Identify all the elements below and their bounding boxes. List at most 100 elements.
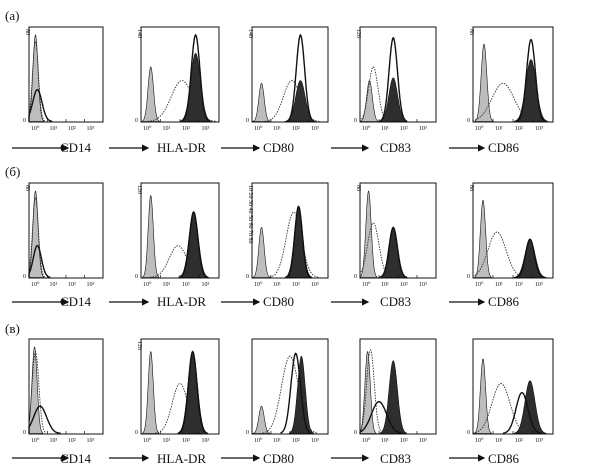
- x-tick-label: 10⁰: [31, 437, 40, 444]
- histogram-peak: [177, 351, 208, 434]
- x-tick-label: 10¹: [163, 438, 171, 444]
- marker-label-cd86: CD86: [488, 140, 520, 155]
- x-tick-label: 10²: [292, 126, 300, 132]
- histogram-peak: [285, 80, 316, 122]
- marker-label-hla-dr: HLA-DR: [157, 451, 207, 466]
- x-tick-label: 10²: [292, 438, 300, 444]
- x-tick-label: 10³: [419, 438, 427, 444]
- histogram-line: [280, 352, 312, 434]
- histogram-line: [178, 350, 207, 434]
- panel-label: (a): [5, 8, 20, 23]
- histogram-peak: [28, 190, 45, 278]
- x-tick-label: 10⁰: [31, 125, 40, 132]
- x-tick-label: 10²: [400, 282, 408, 288]
- histogram-line: [359, 66, 389, 122]
- histogram-peak: [252, 226, 271, 278]
- x-tick-label: 10⁰: [31, 281, 40, 288]
- x-tick-label: 10⁰: [254, 437, 263, 444]
- histogram-line: [269, 211, 319, 278]
- x-tick-label: 10³: [87, 438, 95, 444]
- marker-label-cd86: CD86: [488, 294, 520, 309]
- x-tick-label: 10²: [515, 126, 523, 132]
- x-tick-label: 10²: [292, 282, 300, 288]
- y-axis-max-label: 140: [136, 29, 142, 38]
- x-tick-label: 10⁰: [254, 281, 263, 288]
- y-axis-max-label: 80: [24, 29, 30, 35]
- y-axis-zero-label: 0: [354, 118, 357, 124]
- x-tick-label: 10¹: [381, 438, 389, 444]
- x-tick-label: 10³: [311, 282, 319, 288]
- x-tick-label: 10³: [419, 126, 427, 132]
- histogram-line: [515, 238, 545, 278]
- histogram-peak: [252, 405, 271, 434]
- marker-label-cd83: CD83: [380, 140, 412, 155]
- histogram-cd83: 80 0 10⁰ 10¹ 10² 10³: [331, 182, 437, 306]
- histogram-cd14: 80 0 10⁰ 10¹ 10² 10³: [12, 182, 104, 306]
- x-tick-label: 10²: [400, 126, 408, 132]
- y-axis-zero-label: 0: [467, 274, 470, 280]
- y-axis-zero-label: 0: [246, 118, 249, 124]
- y-axis-zero-label: 0: [23, 118, 26, 124]
- histogram-peak: [179, 52, 212, 122]
- y-axis-max-label: 120: [355, 29, 361, 38]
- histogram-line: [379, 36, 407, 122]
- x-tick-label: 10¹: [495, 282, 503, 288]
- y-axis-zero-label: 0: [135, 430, 138, 436]
- histogram-cd14: 0 10⁰ 10¹ 10² 10³: [12, 338, 104, 462]
- histogram-line: [502, 391, 542, 434]
- x-tick-label: 10²: [515, 438, 523, 444]
- x-tick-label: 10³: [87, 126, 95, 132]
- marker-label-cd83: CD83: [380, 294, 412, 309]
- y-axis-max-label: 140: [247, 29, 253, 38]
- marker-label-cd80: CD80: [263, 451, 295, 466]
- histogram-cd83: 0 10⁰ 10¹ 10² 10³: [331, 338, 437, 462]
- x-tick-label: 10¹: [163, 126, 171, 132]
- x-tick-label: 10¹: [163, 282, 171, 288]
- histogram-line: [472, 382, 530, 434]
- x-tick-label: 10¹: [273, 438, 281, 444]
- x-tick-label: 10⁰: [475, 281, 484, 288]
- histogram-peak: [514, 59, 548, 122]
- marker-label-cd14: CD14: [60, 451, 92, 466]
- histogram-cd80: 140 0 10⁰ 10¹ 10² 10³: [221, 26, 329, 152]
- histogram-line: [359, 222, 392, 278]
- histogram-line: [179, 211, 208, 278]
- histogram-cd83: 120 0 10⁰ 10¹ 10² 10³: [331, 26, 437, 152]
- y-axis-zero-label: 0: [467, 118, 470, 124]
- histogram-line: [286, 205, 312, 278]
- x-tick-label: 10²: [400, 438, 408, 444]
- histogram-line: [28, 350, 47, 434]
- histogram-peak: [379, 227, 408, 278]
- x-tick-label: 10³: [419, 282, 427, 288]
- histogram-cd80: 10 20 30 40 50 60 70 80 0 10⁰ 10¹ 10² 10³: [221, 182, 329, 306]
- histogram-hla-dr: 120 0 10⁰ 10¹ 10² 10³: [109, 338, 220, 462]
- x-tick-label: 10⁰: [475, 125, 484, 132]
- x-tick-label: 10³: [202, 282, 210, 288]
- x-tick-label: 10⁰: [362, 281, 371, 288]
- histogram-cd86: 80 0 10⁰ 10¹ 10² 10³: [449, 182, 554, 306]
- y-axis-zero-label: 0: [23, 430, 26, 436]
- y-axis-max-label: 120: [136, 341, 142, 350]
- y-axis-zero-label: 0: [354, 430, 357, 436]
- histogram-line: [472, 231, 526, 278]
- histogram-line: [264, 80, 320, 122]
- x-tick-label: 10¹: [50, 438, 58, 444]
- histogram-line: [286, 33, 315, 122]
- histogram-peak: [359, 190, 378, 278]
- marker-label-cd14: CD14: [60, 140, 92, 155]
- histogram-line: [28, 196, 46, 278]
- x-tick-label: 10²: [68, 438, 76, 444]
- histogram-hla-dr: 140 0 10⁰ 10¹ 10² 10³: [109, 26, 220, 152]
- histogram-peak: [28, 346, 44, 434]
- plot-frame: [28, 338, 104, 435]
- x-tick-label: 10⁰: [143, 281, 152, 288]
- y-axis-zero-label: 0: [23, 274, 26, 280]
- x-tick-label: 10²: [182, 438, 190, 444]
- histogram-cd86: 0 10⁰ 10¹ 10² 10³: [449, 338, 554, 462]
- histogram-cd80: 0 10⁰ 10¹ 10² 10³: [221, 338, 329, 462]
- y-axis-max-label: 120: [136, 185, 142, 194]
- histogram-line: [359, 349, 383, 434]
- x-tick-label: 10³: [87, 282, 95, 288]
- histogram-peak: [474, 43, 494, 122]
